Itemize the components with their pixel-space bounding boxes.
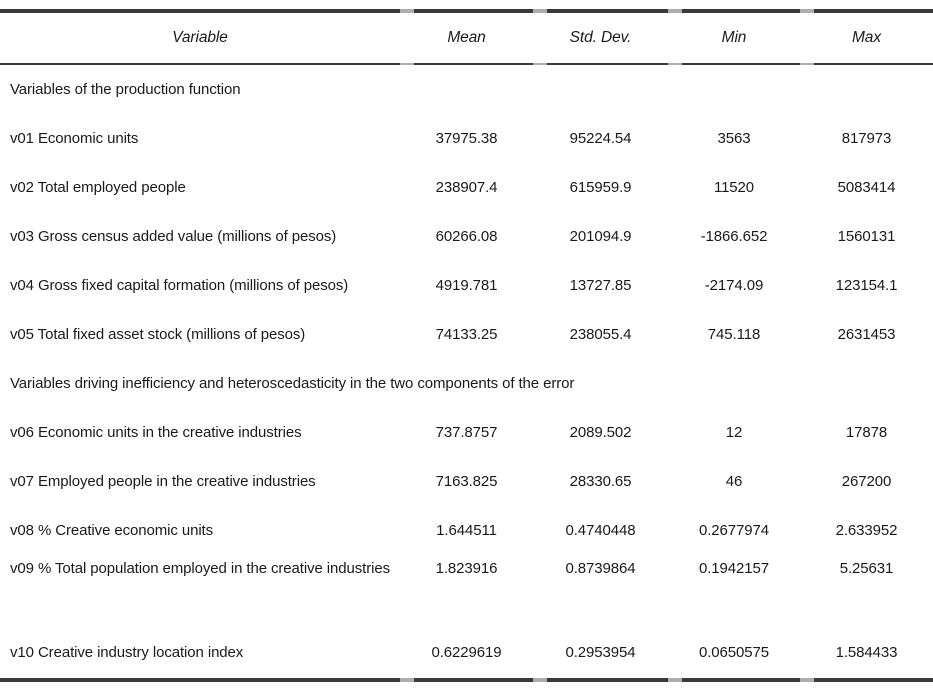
std-dev-value: 201094.9 [569,228,632,245]
min-value: 0.1942157 [698,560,769,577]
table-body: Variables of the production function v01… [0,65,933,678]
max-value: 817973 [841,130,892,147]
std-dev-value: 238055.4 [569,326,632,343]
table-row-v02: v02 Total employed people 238907.4 61595… [0,163,933,212]
std-dev-value: 615959.9 [569,179,632,196]
col-header-mean: Mean [447,29,486,46]
table-row-v09: v09 % Total population employed in the c… [0,555,933,627]
mean-value: 0.6229619 [431,644,502,661]
header-divider [0,63,933,65]
min-value: 0.0650575 [698,644,769,661]
mean-value: 238907.4 [435,179,498,196]
max-value: 5.25631 [839,560,894,577]
row-label: v09 % Total population employed in the c… [10,560,390,577]
max-value: 267200 [841,473,892,490]
row-label: v03 Gross census added value (millions o… [10,227,337,245]
table-row-v06: v06 Economic units in the creative indus… [0,408,933,457]
mean-value: 1.823916 [435,560,498,577]
max-value: 2631453 [837,326,896,343]
min-value: 46 [725,473,743,490]
std-dev-value: 0.8739864 [565,560,636,577]
row-label: v08 % Creative economic units [10,521,214,539]
mean-value: 37975.38 [435,130,498,147]
mean-value: 4919.781 [435,277,498,294]
section-header-inefficiency-heteroscedasticity: Variables driving inefficiency and heter… [0,359,933,408]
max-value: 1.584433 [835,644,898,661]
col-header-max: Max [852,29,881,46]
std-dev-value: 2089.502 [569,424,632,441]
max-value: 123154.1 [835,277,898,294]
mean-value: 737.8757 [435,424,498,441]
mean-value: 7163.825 [435,473,498,490]
max-value: 1560131 [837,228,896,245]
mean-value: 1.644511 [436,522,497,539]
std-dev-value: 28330.65 [569,473,632,490]
section-label: Variables driving inefficiency and heter… [10,375,575,392]
table-top-border [0,9,933,13]
table-header-row: Variable Mean Std. Dev. Min Max [0,13,933,63]
table-row-v07: v07 Employed people in the creative indu… [0,457,933,506]
std-dev-value: 0.4740448 [565,522,636,539]
section-label: Variables of the production function [10,81,241,98]
min-value: 11520 [713,179,755,196]
table-row-v03: v03 Gross census added value (millions o… [0,212,933,261]
table-row-v04: v04 Gross fixed capital formation (milli… [0,261,933,310]
section-header-production-function: Variables of the production function [0,65,933,114]
table-row-v01: v01 Economic units 37975.38 95224.54 356… [0,114,933,163]
min-value: -1866.652 [700,228,768,245]
min-value: 3563 [717,130,751,147]
min-value: 745.118 [707,326,761,343]
row-label: v04 Gross fixed capital formation (milli… [10,276,349,294]
max-value: 17878 [845,424,888,441]
std-dev-value: 13727.85 [569,277,632,294]
min-value: 0.2677974 [698,522,769,539]
max-value: 5083414 [837,179,896,196]
table-row-v05: v05 Total fixed asset stock (millions of… [0,310,933,359]
row-label: v07 Employed people in the creative indu… [10,472,316,490]
table-bottom-border [0,678,933,682]
col-header-min: Min [721,29,747,46]
row-label: v01 Economic units [10,129,139,147]
row-label: v06 Economic units in the creative indus… [10,423,302,441]
mean-value: 60266.08 [435,228,498,245]
std-dev-value: 95224.54 [569,130,632,147]
max-value: 2.633952 [835,522,898,539]
table-row-v08: v08 % Creative economic units 1.644511 0… [0,506,933,555]
row-label: v05 Total fixed asset stock (millions of… [10,325,306,343]
row-label: v02 Total employed people [10,178,186,196]
row-label: v10 Creative industry location index [10,643,244,661]
min-value: -2174.09 [704,277,764,294]
min-value: 12 [725,424,743,441]
col-header-variable: Variable [172,29,228,46]
std-dev-value: 0.2953954 [565,644,636,661]
mean-value: 74133.25 [435,326,498,343]
table-row-v10: v10 Creative industry location index 0.6… [0,627,933,678]
col-header-std-dev: Std. Dev. [569,29,632,46]
